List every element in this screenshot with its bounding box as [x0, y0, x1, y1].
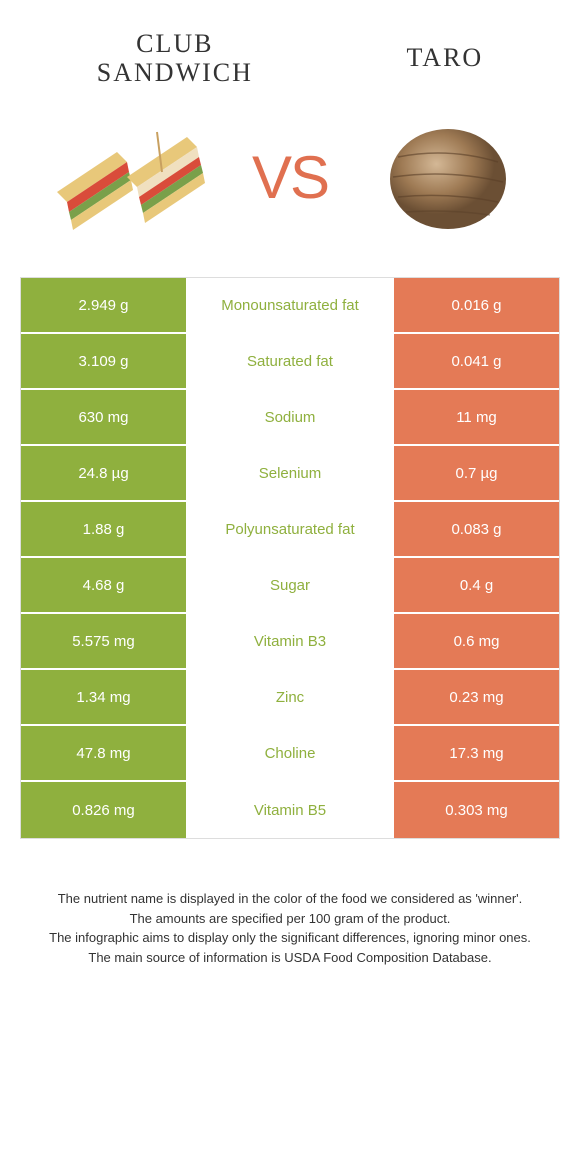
nutrient-name: Vitamin B3: [186, 614, 394, 668]
value-left: 5.575 mg: [21, 614, 186, 668]
nutrient-name: Sodium: [186, 390, 394, 444]
club-sandwich-image: [47, 117, 217, 237]
nutrient-name: Selenium: [186, 446, 394, 500]
value-left: 2.949 g: [21, 278, 186, 332]
table-row: 3.109 gSaturated fat0.041 g: [21, 334, 559, 390]
footer-line: The amounts are specified per 100 gram o…: [30, 909, 550, 929]
table-row: 5.575 mgVitamin B30.6 mg: [21, 614, 559, 670]
table-row: 0.826 mgVitamin B50.303 mg: [21, 782, 559, 838]
taro-image: [363, 117, 533, 237]
nutrient-name: Vitamin B5: [186, 782, 394, 838]
footer-line: The nutrient name is displayed in the co…: [30, 889, 550, 909]
footer-notes: The nutrient name is displayed in the co…: [0, 839, 580, 987]
nutrient-name: Sugar: [186, 558, 394, 612]
value-right: 0.4 g: [394, 558, 559, 612]
images-row: VS: [0, 97, 580, 277]
value-right: 0.6 mg: [394, 614, 559, 668]
value-right: 0.041 g: [394, 334, 559, 388]
footer-line: The infographic aims to display only the…: [30, 928, 550, 948]
value-right: 0.7 µg: [394, 446, 559, 500]
table-row: 1.88 gPolyunsaturated fat0.083 g: [21, 502, 559, 558]
table-row: 4.68 gSugar0.4 g: [21, 558, 559, 614]
footer-line: The main source of information is USDA F…: [30, 948, 550, 968]
table-row: 1.34 mgZinc0.23 mg: [21, 670, 559, 726]
value-right: 0.016 g: [394, 278, 559, 332]
value-left: 0.826 mg: [21, 782, 186, 838]
value-right: 0.083 g: [394, 502, 559, 556]
food-title-right: Taro: [407, 44, 484, 73]
nutrient-name: Choline: [186, 726, 394, 780]
table-row: 47.8 mgCholine17.3 mg: [21, 726, 559, 782]
value-right: 11 mg: [394, 390, 559, 444]
value-left: 47.8 mg: [21, 726, 186, 780]
value-right: 0.303 mg: [394, 782, 559, 838]
value-right: 17.3 mg: [394, 726, 559, 780]
table-row: 24.8 µgSelenium0.7 µg: [21, 446, 559, 502]
value-left: 3.109 g: [21, 334, 186, 388]
table-row: 2.949 gMonounsaturated fat0.016 g: [21, 278, 559, 334]
nutrient-name: Zinc: [186, 670, 394, 724]
vs-label: VS: [252, 143, 328, 212]
value-left: 1.88 g: [21, 502, 186, 556]
nutrient-table: 2.949 gMonounsaturated fat0.016 g3.109 g…: [20, 277, 560, 839]
value-left: 630 mg: [21, 390, 186, 444]
value-left: 4.68 g: [21, 558, 186, 612]
nutrient-name: Saturated fat: [186, 334, 394, 388]
nutrient-name: Polyunsaturated fat: [186, 502, 394, 556]
value-left: 1.34 mg: [21, 670, 186, 724]
nutrient-name: Monounsaturated fat: [186, 278, 394, 332]
header: ClubSandwich Taro: [0, 0, 580, 97]
value-right: 0.23 mg: [394, 670, 559, 724]
food-title-left: ClubSandwich: [97, 30, 253, 87]
value-left: 24.8 µg: [21, 446, 186, 500]
table-row: 630 mgSodium11 mg: [21, 390, 559, 446]
